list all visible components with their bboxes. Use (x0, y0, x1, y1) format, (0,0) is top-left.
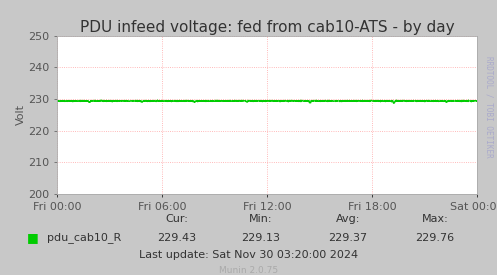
Text: RRDTOOL / TOBI OETIKER: RRDTOOL / TOBI OETIKER (485, 56, 494, 158)
Text: 229.43: 229.43 (157, 233, 196, 243)
Text: 229.76: 229.76 (415, 233, 454, 243)
Text: pdu_cab10_R: pdu_cab10_R (47, 232, 121, 243)
Text: Min:: Min: (249, 214, 273, 224)
Title: PDU infeed voltage: fed from cab10-ATS - by day: PDU infeed voltage: fed from cab10-ATS -… (80, 20, 454, 35)
Text: Max:: Max: (421, 214, 448, 224)
Text: ■: ■ (27, 231, 39, 244)
Text: 229.13: 229.13 (242, 233, 280, 243)
Y-axis label: Volt: Volt (15, 104, 25, 125)
Text: Cur:: Cur: (165, 214, 188, 224)
Text: Avg:: Avg: (335, 214, 360, 224)
Text: Munin 2.0.75: Munin 2.0.75 (219, 266, 278, 274)
Text: 229.37: 229.37 (329, 233, 367, 243)
Text: Last update: Sat Nov 30 03:20:00 2024: Last update: Sat Nov 30 03:20:00 2024 (139, 250, 358, 260)
